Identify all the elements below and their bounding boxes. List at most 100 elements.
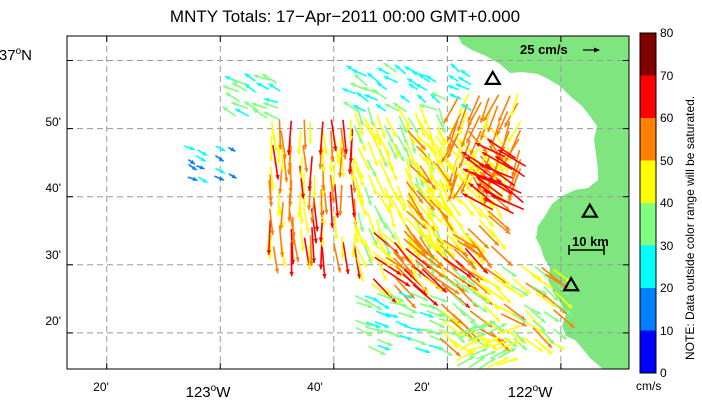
current-vector — [435, 113, 447, 134]
colorbar-block — [640, 160, 656, 203]
current-vector — [409, 337, 427, 346]
current-vector — [264, 97, 279, 104]
current-vector — [479, 97, 490, 123]
current-vector — [458, 329, 477, 340]
current-vector — [408, 156, 426, 178]
current-vector — [356, 106, 364, 126]
current-vector — [394, 143, 405, 162]
current-vector — [465, 156, 493, 179]
current-vector — [383, 62, 397, 73]
current-vector — [404, 216, 423, 236]
current-vector — [366, 159, 377, 178]
current-vector — [467, 228, 490, 250]
lat-label-50: 50' — [45, 115, 61, 129]
current-vector — [446, 112, 462, 142]
graticule — [67, 36, 629, 369]
colorbar-block — [640, 245, 656, 288]
current-vector — [491, 198, 503, 219]
current-vector — [383, 125, 394, 144]
current-vector — [321, 244, 327, 279]
current-vector — [484, 163, 516, 187]
current-vector — [425, 74, 437, 83]
current-vector — [398, 124, 408, 145]
current-vector — [351, 233, 357, 258]
current-vector — [303, 119, 308, 150]
current-vector — [234, 108, 250, 117]
current-vector — [330, 130, 335, 162]
current-vector — [299, 227, 305, 252]
current-vector — [373, 123, 382, 147]
current-vector — [448, 74, 459, 82]
current-vector — [498, 340, 520, 350]
current-vector — [356, 301, 373, 309]
current-vector — [496, 111, 509, 136]
current-vector — [543, 311, 560, 323]
current-vector — [479, 336, 500, 349]
current-vector — [244, 83, 256, 93]
current-vector — [377, 338, 393, 347]
current-vector — [463, 242, 488, 262]
current-vector — [367, 141, 379, 167]
current-vector — [366, 72, 380, 84]
current-vector — [421, 268, 448, 294]
current-vector — [491, 245, 513, 267]
current-vector — [409, 164, 431, 185]
current-vector — [384, 222, 396, 240]
current-vector — [408, 83, 419, 91]
current-vector — [340, 156, 346, 178]
colorbar-block — [640, 75, 656, 118]
current-vector — [452, 149, 461, 174]
current-vector — [405, 247, 432, 270]
current-vector — [412, 71, 426, 77]
current-vector — [465, 115, 481, 144]
lon-label-40: 40' — [307, 380, 323, 394]
current-vector — [371, 241, 393, 260]
lon-label-20-east: 20' — [414, 380, 430, 394]
current-vector — [356, 91, 369, 103]
current-vector — [307, 244, 312, 270]
current-vector — [331, 163, 336, 187]
map-frame — [66, 35, 630, 370]
current-vector — [384, 103, 400, 112]
current-vector — [348, 129, 354, 163]
current-vector — [468, 130, 488, 154]
current-vector — [215, 145, 226, 152]
current-vector — [488, 210, 511, 231]
current-vector — [489, 228, 507, 251]
current-vector — [503, 284, 525, 298]
current-vector — [534, 338, 553, 355]
current-vector — [507, 120, 522, 144]
current-vector — [398, 311, 415, 319]
current-vector — [251, 102, 268, 110]
current-vector — [483, 294, 500, 311]
current-vector — [416, 250, 442, 270]
current-vector — [302, 145, 309, 173]
current-vector — [512, 312, 528, 324]
current-vector — [373, 204, 384, 223]
current-vector — [188, 163, 198, 171]
current-vector — [535, 291, 556, 308]
map-background — [67, 36, 629, 369]
current-vector — [458, 93, 470, 116]
current-vector — [442, 239, 469, 257]
current-vector — [280, 130, 287, 159]
reference-vector: 25 cm/s — [520, 42, 600, 57]
current-vector — [405, 158, 413, 181]
lat-label-20: 20' — [45, 314, 61, 328]
current-vector — [554, 302, 572, 316]
current-vector — [330, 119, 338, 152]
current-vector — [375, 176, 388, 200]
current-vector — [296, 192, 302, 218]
current-vector — [376, 258, 387, 281]
current-vector — [462, 193, 494, 211]
current-vector — [447, 120, 459, 150]
current-vector — [387, 203, 396, 229]
current-vector — [342, 241, 350, 275]
current-vector — [399, 94, 410, 103]
current-vector — [446, 132, 460, 159]
current-vector — [452, 233, 477, 249]
current-vector — [510, 284, 529, 297]
current-vector — [522, 336, 544, 353]
current-vector — [488, 215, 511, 235]
current-vector — [270, 166, 275, 191]
